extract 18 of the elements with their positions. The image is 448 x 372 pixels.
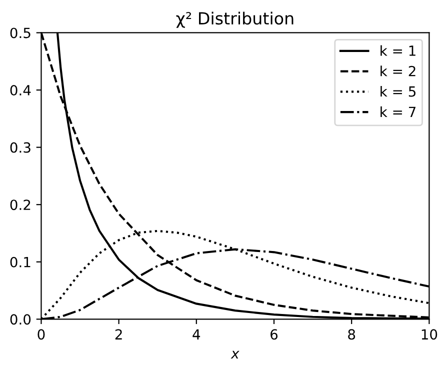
x-tick-label: 8 <box>348 329 356 340</box>
legend-label: k = 1 <box>380 45 416 56</box>
y-tick-label: 0.1 <box>10 256 30 268</box>
legend-label: k = 7 <box>380 106 416 117</box>
y-tick-label: 0.2 <box>10 200 30 210</box>
legend-label: k = 2 <box>380 66 416 76</box>
x-tick-label: 2 <box>115 329 122 340</box>
y-tick-label: 0.0 <box>10 314 31 325</box>
y-tick-label: 0.4 <box>10 84 31 96</box>
legend-label: k = 5 <box>380 86 416 97</box>
y-tick-label: 0.5 <box>10 28 30 38</box>
x-tick-label: 0 <box>38 329 45 340</box>
chart-title: χ² Distribution <box>176 12 294 28</box>
y-tick-label: 0.3 <box>10 142 30 153</box>
x-tick-label: 4 <box>192 329 200 340</box>
x-axis-title: x <box>230 350 240 358</box>
x-tick-label: 6 <box>270 329 278 340</box>
x-tick-label: 10 <box>422 329 438 340</box>
